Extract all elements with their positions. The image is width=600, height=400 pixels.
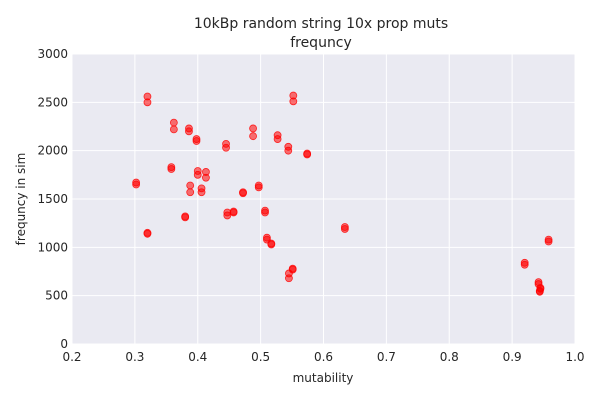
y-tick-labels: 0 500 1000 1500 2000 2500 3000: [37, 47, 68, 351]
y-tick-label: 1500: [37, 192, 68, 206]
scatter-point: [520, 258, 529, 267]
scatter-point: [544, 235, 553, 244]
scatter-point: [222, 139, 230, 148]
scatter-point: [229, 207, 238, 216]
scatter-point: [186, 181, 195, 190]
scatter-point: [185, 124, 193, 133]
x-tick-label: 0.2: [62, 350, 81, 364]
scatter-point: [267, 239, 276, 248]
y-tick-label: 1000: [37, 240, 68, 254]
x-tick-label: 1.0: [565, 350, 584, 364]
x-axis-label: mutability: [293, 371, 354, 385]
scatter-point: [169, 118, 178, 127]
scatter-point: [167, 163, 176, 172]
data-points: [132, 91, 553, 296]
scatter-point: [273, 131, 282, 140]
x-tick-label: 0.6: [314, 350, 333, 364]
scatter-point: [254, 181, 263, 190]
x-tick-label: 0.4: [188, 350, 207, 364]
y-tick-label: 3000: [37, 47, 68, 61]
scatter-point: [536, 284, 545, 292]
scatter-point: [303, 149, 312, 158]
y-tick-label: 2000: [37, 144, 68, 158]
scatter-point: [143, 92, 152, 101]
gridlines: [71, 53, 576, 345]
scatter-point: [197, 184, 206, 193]
scatter-point: [284, 142, 293, 151]
scatter-point: [181, 212, 190, 221]
y-axis-label: frequncy in sim: [14, 153, 28, 246]
x-tick-labels: 0.2 0.3 0.4 0.5 0.6 0.7 0.8 0.9 1.0: [62, 350, 584, 364]
scatter-point: [192, 135, 201, 143]
scatter-point: [288, 264, 297, 273]
chart-title-line-2: frequncy: [290, 35, 352, 51]
scatter-point: [289, 91, 298, 100]
scatter-point: [132, 178, 141, 187]
x-tick-label: 0.8: [440, 350, 459, 364]
scatter-point: [239, 188, 247, 197]
scatter-point: [169, 125, 178, 134]
scatter-point: [186, 188, 195, 197]
scatter-point: [249, 124, 257, 133]
y-tick-label: 500: [45, 289, 68, 303]
scatter-point: [263, 233, 271, 242]
scatter-point: [249, 132, 257, 141]
x-tick-label: 0.5: [251, 350, 270, 364]
scatter-point: [261, 206, 269, 215]
x-tick-label: 0.3: [125, 350, 144, 364]
scatter-point: [202, 168, 210, 176]
scatter-point: [193, 167, 202, 175]
y-tick-label: 2500: [37, 95, 68, 109]
scatter-point: [143, 228, 152, 237]
scatter-point: [340, 223, 349, 231]
chart-title-line-1: 10kBp random string 10x prop muts: [194, 16, 448, 32]
x-tick-label: 0.9: [503, 350, 522, 364]
x-tick-label: 0.7: [377, 350, 396, 364]
y-tick-label: 0: [60, 337, 68, 351]
